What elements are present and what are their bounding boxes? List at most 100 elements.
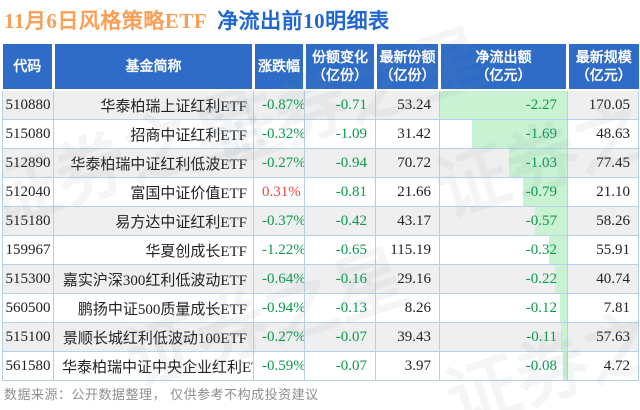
net-outflow-value: -0.08 [525, 358, 557, 374]
net-outflow-bar [560, 294, 567, 322]
table-row: 515300 嘉实沪深300红利低波动ETF -0.64% -0.16 29.1… [2, 264, 639, 294]
latest-scale-cell: 55.91 [567, 235, 639, 265]
col-header-latest-scale: 最新规模 （亿元） [567, 44, 639, 91]
col-header-change-label: 涨跌幅 [258, 57, 300, 74]
col-header-share-change-label: 份额变化 [312, 49, 368, 65]
share-change-cell: -0.65 [304, 235, 376, 265]
change-percent-cell: -0.27% [253, 148, 305, 178]
net-outflow-bar [440, 91, 567, 119]
table-row: 560500 鹏扬中证500质量成长ETF -0.94% -0.13 8.26 … [2, 293, 639, 323]
share-change-cell: -0.16 [304, 264, 376, 294]
change-percent-cell: 0.31% [253, 177, 305, 207]
net-outflow-bar [522, 178, 567, 206]
net-outflow-value: -0.32 [525, 242, 557, 258]
fund-name-cell: 易方达中证红利ETF [53, 206, 254, 236]
fund-name-cell: 华泰柏瑞中证中央企业红利ETF [53, 351, 254, 381]
latest-scale-cell: 77.45 [567, 148, 639, 178]
latest-share-cell: 21.66 [375, 177, 440, 207]
net-outflow-value: -1.03 [525, 155, 557, 171]
share-change-cell: -0.07 [304, 322, 376, 352]
fund-name-cell: 景顺长城红利低波动100ETF [53, 322, 254, 352]
net-outflow-cell: -0.22 [439, 264, 568, 294]
share-change-cell: -0.07 [304, 351, 376, 381]
share-change-cell: -0.81 [304, 177, 376, 207]
col-header-latest-share-label: 最新份额 [379, 49, 436, 65]
col-header-code: 代码 [2, 44, 55, 91]
net-outflow-bar [535, 207, 567, 235]
latest-scale-cell: 170.05 [567, 90, 639, 120]
table-row: 512890 华泰柏瑞中证红利低波ETF -0.27% -0.94 70.72 … [2, 148, 639, 178]
col-header-share-change-sub: （亿份） [312, 66, 368, 83]
latest-share-cell: 8.26 [375, 293, 440, 323]
share-change-cell: -1.09 [304, 119, 376, 149]
col-header-name-label: 基金简称 [125, 57, 182, 74]
net-outflow-cell: -0.12 [439, 293, 568, 323]
fund-code-cell: 515100 [2, 322, 54, 352]
col-header-share-change: 份额变化 （亿份） [304, 44, 377, 91]
table-row: 515100 景顺长城红利低波动100ETF -0.27% -0.07 39.4… [2, 322, 639, 352]
col-header-net-outflow-sub: （亿元） [475, 66, 532, 83]
net-outflow-cell: -0.08 [439, 351, 568, 381]
fund-code-cell: 159967 [2, 235, 54, 265]
col-header-latest-scale-sub: （亿元） [575, 66, 632, 83]
net-outflow-cell: -0.57 [439, 206, 568, 236]
fund-name-cell: 华泰柏瑞上证红利ETF [53, 90, 254, 120]
page-title: 11月6日风格策略ETF 净流出前10明细表 [4, 5, 390, 35]
net-outflow-cell: -1.69 [439, 119, 568, 149]
change-percent-cell: -0.59% [253, 351, 305, 381]
net-outflow-bar [560, 323, 567, 351]
net-outflow-value: -0.57 [525, 213, 557, 229]
col-header-name: 基金简称 [53, 44, 255, 91]
latest-scale-cell: 58.26 [567, 206, 639, 236]
share-change-cell: -0.42 [304, 206, 376, 236]
share-change-cell: -0.94 [304, 148, 376, 178]
title-subject: 净流出前10明细表 [217, 9, 390, 33]
latest-share-cell: 39.43 [375, 322, 440, 352]
latest-share-cell: 70.72 [375, 148, 440, 178]
title-date-topic: 11月6日风格策略ETF [4, 9, 208, 33]
latest-scale-cell: 48.63 [567, 119, 639, 149]
net-outflow-value: -1.69 [525, 126, 557, 142]
table-row: 510880 华泰柏瑞上证红利ETF -0.87% -0.71 53.24 -2… [2, 90, 639, 120]
change-percent-cell: -0.87% [253, 90, 305, 120]
net-outflow-bar [549, 236, 567, 264]
col-header-code-label: 代码 [13, 57, 42, 74]
latest-share-cell: 115.19 [375, 235, 440, 265]
latest-share-cell: 3.97 [375, 351, 440, 381]
change-percent-cell: -0.27% [253, 322, 305, 352]
change-percent-cell: -1.22% [253, 235, 305, 265]
net-outflow-cell: -1.03 [439, 148, 568, 178]
latest-scale-cell: 57.63 [567, 322, 639, 352]
net-outflow-bar [554, 265, 567, 293]
latest-scale-cell: 4.72 [567, 351, 639, 381]
etf-table: 代码 基金简称 涨跌幅 份额变化 （亿份） 最新份额 （亿份） [2, 44, 639, 381]
fund-name-cell: 招商中证红利ETF [53, 119, 254, 149]
col-header-latest-share-sub: （亿份） [379, 66, 436, 83]
latest-scale-cell: 21.10 [567, 177, 639, 207]
fund-code-cell: 512040 [2, 177, 54, 207]
fund-code-cell: 515180 [2, 206, 54, 236]
net-outflow-cell: -2.27 [439, 90, 568, 120]
net-outflow-cell: -0.32 [439, 235, 568, 265]
fund-name-cell: 华夏创成长ETF [53, 235, 254, 265]
net-outflow-value: -0.79 [525, 184, 557, 200]
fund-code-cell: 560500 [2, 293, 54, 323]
net-outflow-value: -2.27 [525, 97, 557, 113]
col-header-latest-scale-label: 最新规模 [575, 49, 632, 65]
latest-share-cell: 53.24 [375, 90, 440, 120]
net-outflow-value: -0.11 [526, 329, 557, 345]
share-change-cell: -0.71 [304, 90, 376, 120]
change-percent-cell: -0.32% [253, 119, 305, 149]
table-header: 代码 基金简称 涨跌幅 份额变化 （亿份） 最新份额 （亿份） [2, 44, 639, 91]
latest-scale-cell: 7.81 [567, 293, 639, 323]
fund-code-cell: 561580 [2, 351, 54, 381]
col-header-net-outflow-label: 净流出额 [475, 49, 532, 65]
col-header-latest-share: 最新份额 （亿份） [375, 44, 441, 91]
latest-share-cell: 29.16 [375, 264, 440, 294]
latest-share-cell: 43.17 [375, 206, 440, 236]
change-percent-cell: -0.64% [253, 264, 305, 294]
latest-share-cell: 31.42 [375, 119, 440, 149]
net-outflow-value: -0.22 [525, 271, 557, 287]
data-source-note: 数据来源：公开数据整理， 仅供参考不构成投资建议 [4, 387, 319, 402]
table-row: 159967 华夏创成长ETF -1.22% -0.65 115.19 -0.3… [2, 235, 639, 265]
